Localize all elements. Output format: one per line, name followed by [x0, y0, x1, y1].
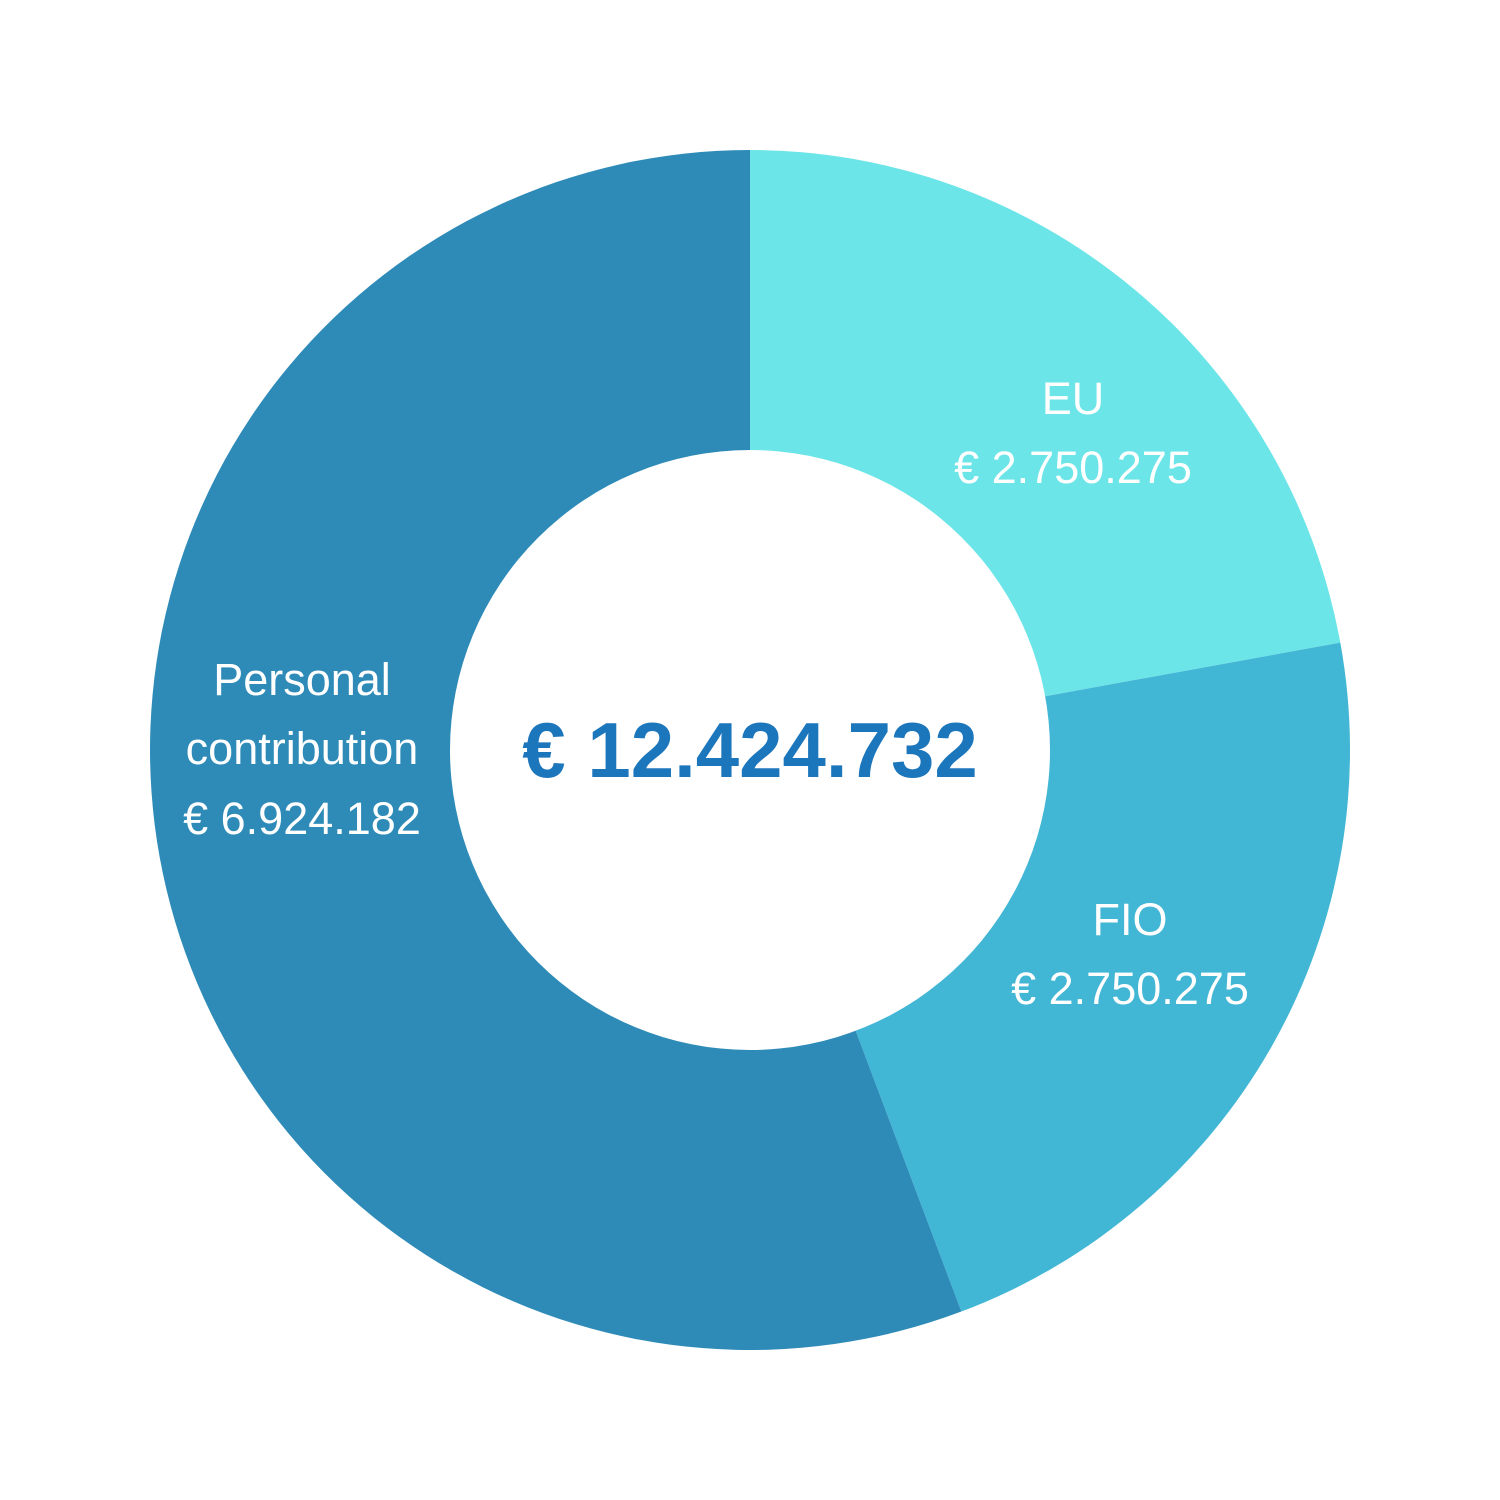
- total-value: € 12.424.732: [522, 706, 977, 794]
- slice-value-fio: € 2.750.275: [1011, 963, 1249, 1014]
- slice-value-personal-contribution: € 6.924.182: [183, 793, 421, 844]
- slice-label-fio: FIO: [1093, 894, 1168, 945]
- slice-labels: EU € 2.750.275 FIO € 2.750.275 Personal contr…: [183, 373, 1249, 1014]
- slice-value-eu: € 2.750.275: [954, 442, 1192, 493]
- slice-label-eu: EU: [1042, 373, 1105, 424]
- slice-label-personal-contribution: Personal contribution: [186, 654, 419, 774]
- donut-hole: [450, 450, 1050, 1050]
